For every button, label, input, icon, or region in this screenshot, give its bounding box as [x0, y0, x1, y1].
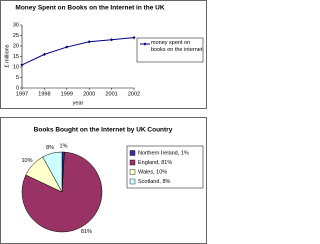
data-label: 1% [60, 143, 68, 149]
x-tick-label: 2002 [128, 91, 140, 97]
legend-label: Scotland, 8% [138, 179, 171, 185]
data-label: 8% [46, 145, 54, 151]
legend-label-text: money spent on books on the internet [151, 40, 203, 53]
y-axis-label: £ millions [4, 44, 10, 67]
point [42, 52, 46, 56]
point [65, 45, 69, 49]
y-tick-label: 30 [13, 22, 19, 28]
legend-marker [143, 42, 147, 46]
legend-box [136, 37, 204, 63]
y-tick-label: 15 [13, 54, 19, 60]
legend-label: England, 81% [138, 160, 172, 166]
pie-slice [42, 151, 63, 193]
line-series [21, 37, 135, 66]
legend-label: money spent on books on the internet [151, 40, 203, 53]
legend-swatch [129, 178, 136, 185]
x-tick-label: 1997 [16, 91, 28, 97]
x-tick-label: 2001 [105, 91, 117, 97]
point [20, 63, 24, 67]
y-tick-label: 5 [16, 75, 19, 81]
legend-label: Northern Ireland, 1% [138, 150, 189, 156]
legend-swatch [129, 150, 136, 156]
x-tick-label: 1999 [61, 91, 73, 97]
data-label: 10% [22, 158, 33, 164]
point [110, 38, 114, 42]
x-tick-label: 2000 [83, 91, 95, 97]
chart-title: Money Spent on Books on the Internet in … [15, 5, 164, 12]
y-tick-label: 0 [16, 85, 19, 91]
y-tick-label: 20 [13, 43, 19, 49]
point [132, 36, 136, 40]
x-tick-label: 1998 [38, 91, 50, 97]
chart-title: Books Bought on the Internet by UK Count… [34, 127, 173, 134]
legend-box [126, 145, 204, 189]
page: {"chart_data": [ {"type": "line", "title… [0, 0, 207, 244]
legend-label: Wales, 10% [138, 169, 167, 175]
legend-swatch [129, 159, 136, 166]
chart: Money Spent on Books on the Internet in … [0, 0, 207, 244]
y-tick-label: 25 [13, 33, 19, 39]
data-label: 81% [81, 229, 92, 235]
point [87, 40, 91, 44]
legend-swatch [129, 169, 136, 175]
y-tick-label: 10 [13, 64, 19, 70]
x-axis-label: year [73, 100, 84, 106]
